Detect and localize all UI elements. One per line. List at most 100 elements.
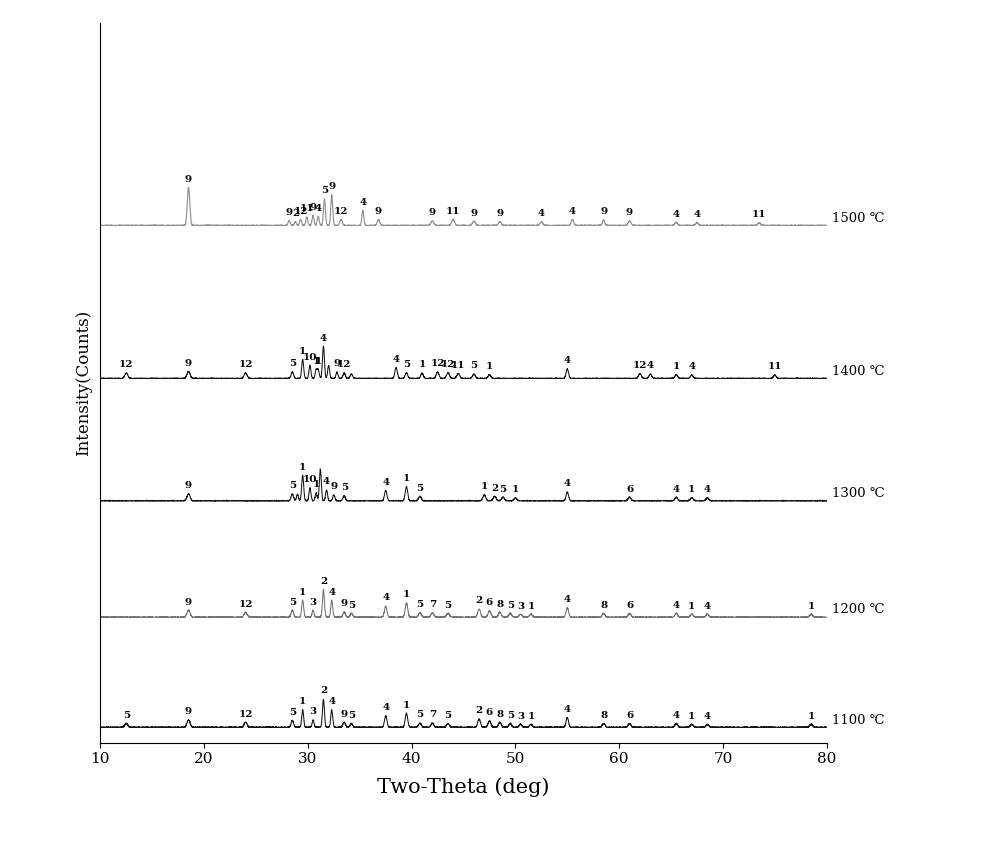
- Text: 12: 12: [238, 710, 253, 718]
- Text: 5: 5: [416, 484, 424, 493]
- Text: 8: 8: [496, 710, 503, 718]
- Text: 5: 5: [348, 601, 355, 610]
- Text: 5: 5: [123, 711, 130, 720]
- Text: 5: 5: [444, 601, 452, 610]
- Text: 1: 1: [403, 700, 410, 710]
- Text: 6: 6: [626, 711, 633, 720]
- Text: 1: 1: [299, 463, 306, 471]
- Text: 4: 4: [382, 478, 389, 487]
- Text: 12: 12: [238, 360, 253, 370]
- Text: 3: 3: [309, 707, 317, 717]
- Text: 4: 4: [704, 711, 711, 721]
- Text: 4: 4: [359, 198, 366, 206]
- Text: 4: 4: [704, 602, 711, 611]
- Text: 9: 9: [470, 208, 477, 217]
- Text: 4: 4: [564, 705, 571, 714]
- Text: 1100 ℃: 1100 ℃: [832, 713, 885, 727]
- Text: 5: 5: [499, 485, 507, 493]
- Text: 1: 1: [688, 711, 695, 721]
- Text: 9: 9: [626, 208, 633, 217]
- Text: 3: 3: [309, 597, 317, 607]
- Text: 4: 4: [538, 209, 545, 218]
- Text: 1: 1: [808, 602, 815, 611]
- Text: 1: 1: [527, 602, 535, 611]
- Text: 1: 1: [403, 474, 410, 483]
- Text: 9: 9: [496, 209, 503, 218]
- Text: 9: 9: [309, 203, 317, 212]
- Text: 12: 12: [238, 600, 253, 608]
- Text: 1: 1: [673, 362, 680, 371]
- Text: 12: 12: [633, 361, 647, 370]
- Text: 1: 1: [418, 360, 426, 370]
- Text: 8: 8: [496, 600, 503, 608]
- Text: 1: 1: [481, 482, 488, 492]
- Text: 5: 5: [470, 361, 477, 371]
- Text: 2: 2: [491, 484, 498, 492]
- Text: 4: 4: [323, 477, 330, 486]
- Text: 12: 12: [119, 360, 134, 370]
- Text: 6: 6: [626, 601, 633, 610]
- Text: 9: 9: [185, 707, 192, 717]
- Text: 6: 6: [626, 485, 633, 493]
- Text: 8: 8: [600, 711, 607, 720]
- Text: 5: 5: [321, 186, 328, 195]
- Text: 5: 5: [507, 601, 514, 610]
- Text: 4: 4: [564, 595, 571, 604]
- Text: 12: 12: [441, 360, 455, 369]
- Text: 9: 9: [185, 481, 192, 490]
- Text: 4: 4: [688, 362, 695, 371]
- Text: 11: 11: [768, 362, 782, 371]
- Text: 8: 8: [600, 601, 607, 610]
- Text: 1: 1: [688, 602, 695, 611]
- Text: 1: 1: [512, 486, 519, 494]
- Text: 9: 9: [328, 182, 335, 191]
- Text: 10: 10: [303, 353, 317, 362]
- Text: 9: 9: [185, 174, 192, 184]
- Text: 2: 2: [320, 577, 327, 586]
- Text: 1400 ℃: 1400 ℃: [832, 365, 885, 377]
- Text: 7: 7: [429, 711, 436, 719]
- Text: 4: 4: [315, 204, 322, 212]
- Text: 6: 6: [486, 708, 493, 717]
- Text: 10: 10: [303, 475, 317, 485]
- Text: 9: 9: [286, 208, 293, 217]
- Text: 11: 11: [446, 206, 460, 216]
- Text: 5: 5: [348, 711, 355, 720]
- Text: 7: 7: [429, 600, 436, 609]
- Text: 5: 5: [444, 711, 452, 720]
- Text: 1: 1: [315, 358, 322, 366]
- Text: 4: 4: [328, 588, 335, 596]
- Text: 4: 4: [647, 361, 654, 371]
- Text: 9: 9: [185, 597, 192, 607]
- Text: 12: 12: [337, 360, 351, 370]
- Text: 5: 5: [416, 600, 424, 609]
- Text: 2: 2: [292, 209, 299, 218]
- Text: 5: 5: [289, 360, 296, 368]
- Text: 9: 9: [341, 599, 348, 608]
- Text: 1: 1: [313, 481, 320, 489]
- Text: 12: 12: [430, 360, 445, 368]
- Text: 9: 9: [333, 360, 340, 368]
- Text: 2: 2: [320, 686, 327, 695]
- Text: 4: 4: [564, 480, 571, 488]
- Text: 1: 1: [299, 697, 306, 706]
- Text: 2: 2: [475, 596, 483, 606]
- Text: 1500 ℃: 1500 ℃: [832, 212, 885, 224]
- Text: 4: 4: [673, 485, 680, 493]
- Text: 4: 4: [704, 486, 711, 494]
- Text: 5: 5: [341, 483, 348, 492]
- Text: 1: 1: [527, 711, 535, 721]
- Text: 4: 4: [564, 356, 571, 365]
- Text: 9: 9: [330, 482, 337, 492]
- Text: 4: 4: [673, 601, 680, 610]
- Text: 4: 4: [673, 210, 680, 218]
- Text: 9: 9: [185, 359, 192, 368]
- Text: 9: 9: [429, 208, 436, 217]
- Text: 5: 5: [289, 597, 296, 607]
- Text: 4: 4: [673, 711, 680, 720]
- Text: 1200 ℃: 1200 ℃: [832, 603, 885, 617]
- Text: 4: 4: [382, 593, 389, 602]
- Y-axis label: Intensity(Counts): Intensity(Counts): [75, 310, 92, 456]
- Text: 4: 4: [382, 703, 389, 712]
- Text: 6: 6: [486, 598, 493, 607]
